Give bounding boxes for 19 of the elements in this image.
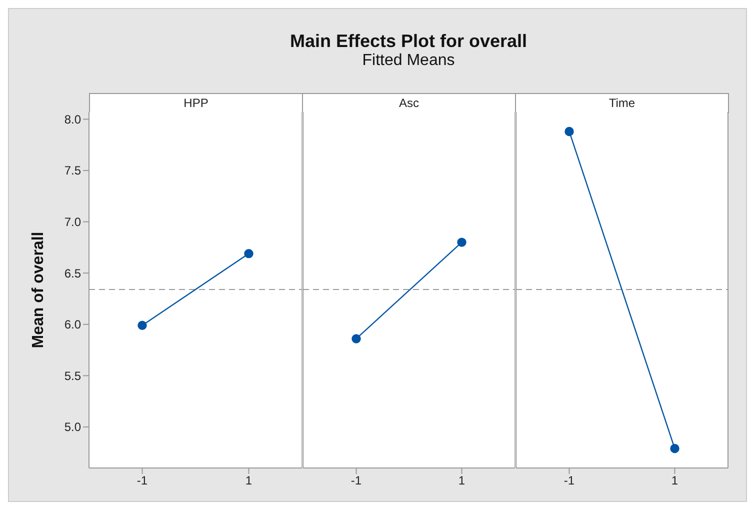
y-tick-label: 5.0 [64,420,82,434]
x-axis-title: HPP [184,96,208,110]
y-tick-label: 6.5 [64,266,82,280]
y-tick-label: 8.0 [64,112,82,126]
y-tick-label: 6.0 [64,318,82,332]
y-tick-label: 7.5 [64,164,82,178]
x-axis-title: Asc [398,96,419,110]
x-axis-title: Time [608,96,636,110]
x-tick-label: 1 [671,474,678,488]
y-axis-title: Mean of overall [29,230,48,350]
x-tick-label: 1 [458,474,466,488]
x-tick-label: -1 [350,474,362,488]
x-tick-label: -1 [136,474,148,488]
chart-subtitle: Fitted Means [361,52,456,70]
x-tick-label: 1 [245,474,252,488]
y-tick-label: 5.5 [64,368,82,383]
x-tick-label: -1 [564,474,575,488]
y-tick-label: 7.0 [64,215,82,230]
chart-title: Main Effects Plot for overall [288,31,528,52]
